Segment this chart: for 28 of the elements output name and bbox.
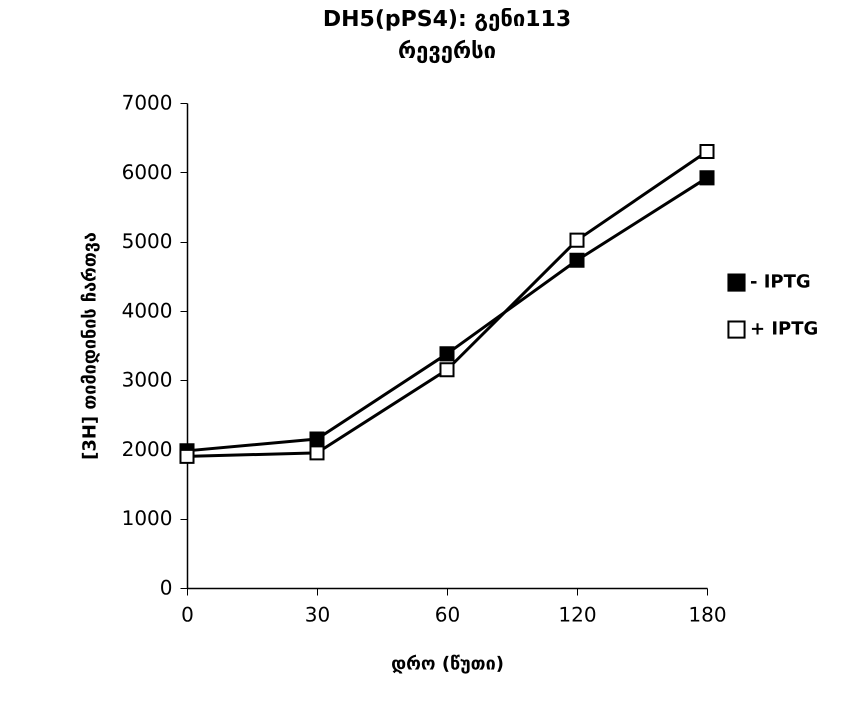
x-tick-label: 0 bbox=[181, 602, 194, 626]
point bbox=[179, 448, 195, 464]
legend-label: + IPTG bbox=[750, 318, 818, 340]
point bbox=[309, 432, 325, 447]
y-tick-label: 6000 bbox=[122, 160, 172, 184]
y-tick-label: 0 bbox=[160, 576, 172, 600]
point bbox=[439, 362, 455, 378]
y-tick-label: 4000 bbox=[122, 298, 172, 322]
x-tick-label: 30 bbox=[304, 602, 330, 626]
y-tick-label: 5000 bbox=[122, 229, 172, 254]
y-tick-label: 7000 bbox=[122, 90, 172, 114]
point bbox=[309, 445, 325, 460]
x-tick-label: 180 bbox=[688, 602, 727, 626]
y-tick-label: 3000 bbox=[122, 368, 172, 392]
point bbox=[699, 144, 715, 160]
text: რევერსი bbox=[398, 39, 496, 64]
text: DH5(pPS4): გენი113 bbox=[322, 7, 572, 32]
y-tick-label: 1000 bbox=[122, 506, 172, 530]
point bbox=[699, 170, 715, 186]
point bbox=[569, 252, 585, 268]
point bbox=[439, 346, 455, 362]
point bbox=[569, 232, 585, 248]
x-tick-label: 120 bbox=[558, 602, 597, 626]
legend-label: - IPTG bbox=[750, 272, 811, 292]
y-tick-label: 2000 bbox=[122, 436, 172, 461]
y-axis-title: [3H] თიმიდინის ჩართვა bbox=[80, 232, 101, 460]
x-tick-label: 60 bbox=[434, 602, 460, 626]
x-axis-title: დრო (წუთი) bbox=[391, 654, 504, 674]
